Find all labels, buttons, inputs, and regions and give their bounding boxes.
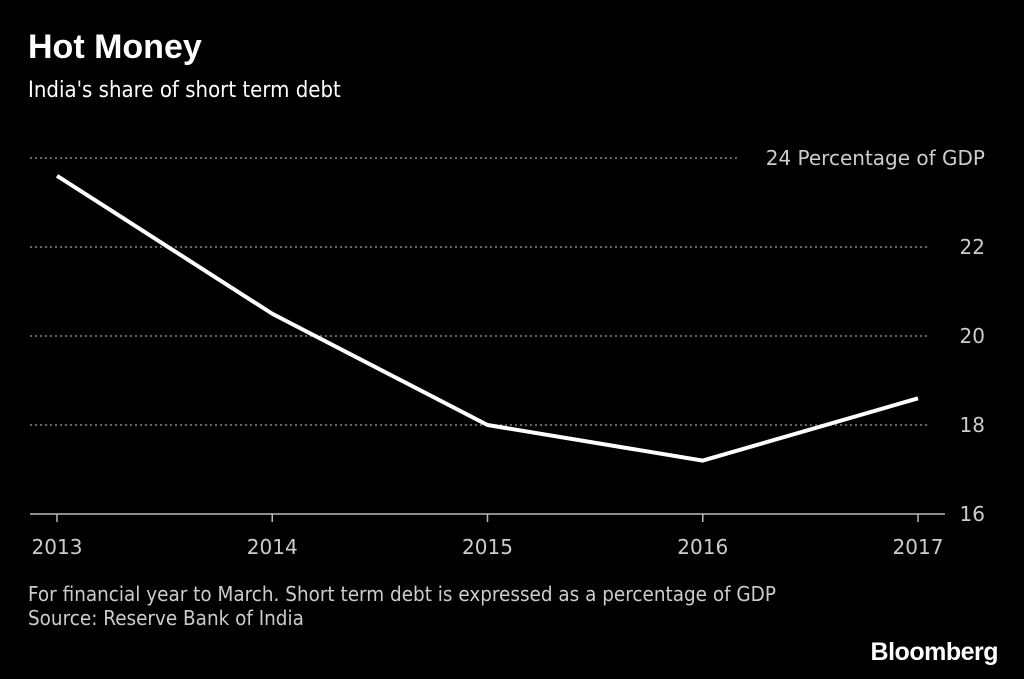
source-text: Source: Reserve Bank of India (28, 606, 304, 630)
x-tick-label: 2017 (893, 535, 944, 559)
chart-title: Hot Money (28, 28, 202, 66)
chart-subtitle: India's share of short term debt (28, 78, 341, 103)
x-tick-label: 2016 (677, 535, 728, 559)
y-tick-label: 18 (960, 413, 985, 437)
y-tick-label: 24 Percentage of GDP (766, 146, 985, 170)
y-tick-label: 20 (960, 324, 985, 348)
y-tick-label: 22 (960, 235, 985, 259)
footnote-text: For financial year to March. Short term … (28, 582, 776, 606)
x-tick-label: 2014 (247, 535, 298, 559)
bloomberg-logo: Bloomberg (870, 638, 999, 666)
x-tick-label: 2015 (462, 535, 513, 559)
x-tick-label: 2013 (32, 535, 83, 559)
chart-footnote: For financial year to March. Short term … (28, 582, 782, 630)
series-line (55, 174, 919, 463)
y-tick-label: 16 (960, 502, 985, 526)
